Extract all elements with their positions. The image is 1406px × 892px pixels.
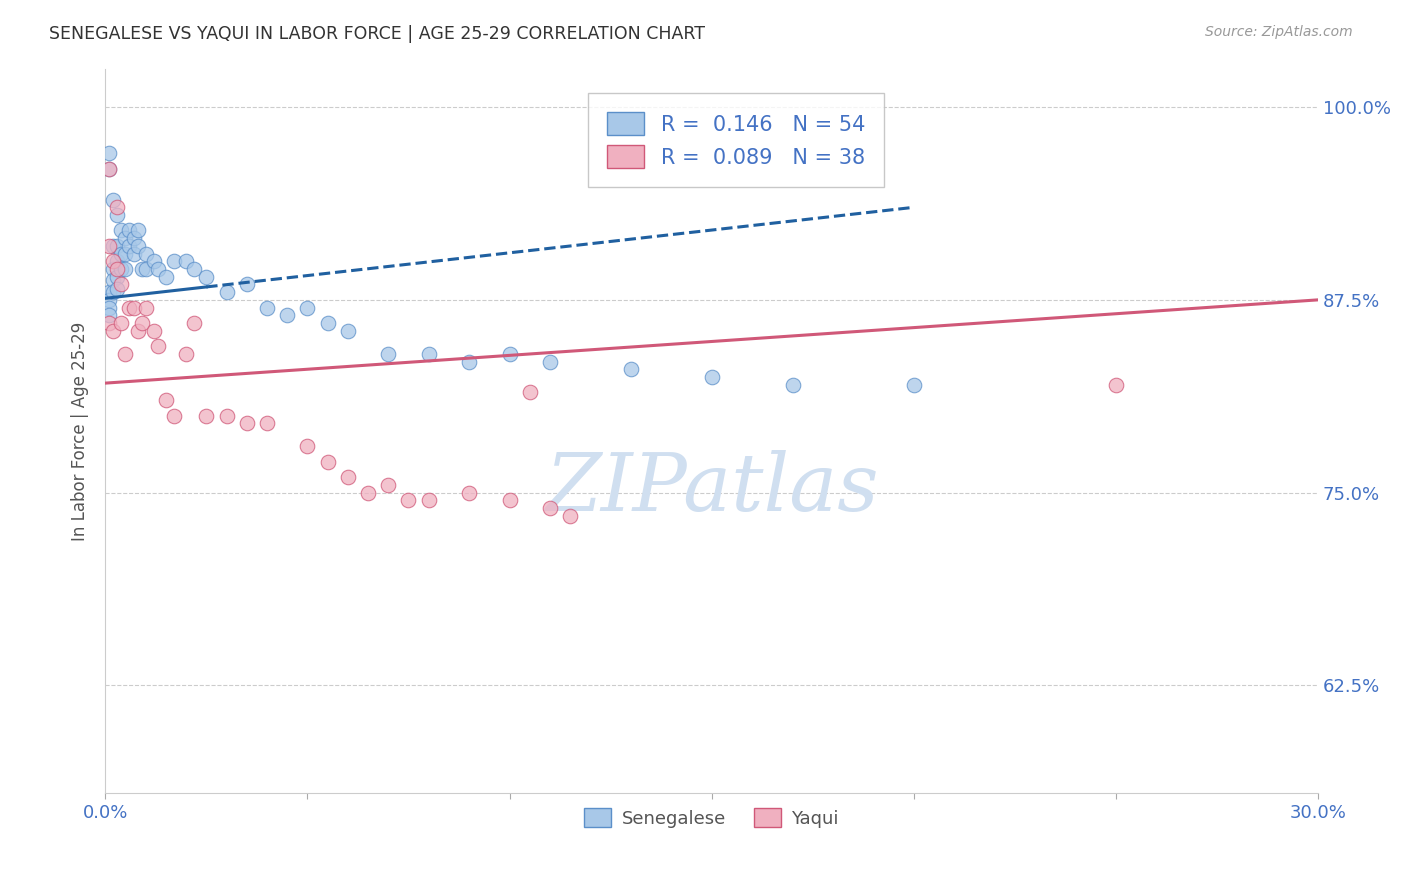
Point	[146, 339, 169, 353]
Point	[118, 239, 141, 253]
Point	[142, 324, 165, 338]
Point	[538, 501, 561, 516]
Point	[103, 273, 125, 287]
Point	[1105, 377, 1128, 392]
Point	[560, 508, 582, 523]
Point	[183, 262, 205, 277]
Point	[498, 493, 520, 508]
Point	[174, 254, 197, 268]
Point	[336, 470, 359, 484]
Legend: Senegalese, Yaqui: Senegalese, Yaqui	[576, 801, 846, 835]
Point	[336, 324, 359, 338]
Point	[142, 254, 165, 268]
Point	[498, 347, 520, 361]
Point	[256, 301, 278, 315]
Point	[297, 301, 319, 315]
Point	[103, 193, 125, 207]
Point	[105, 208, 128, 222]
Point	[146, 262, 169, 277]
Point	[398, 493, 420, 508]
Point	[131, 262, 153, 277]
Point	[316, 455, 339, 469]
Point	[155, 269, 177, 284]
Point	[174, 347, 197, 361]
Y-axis label: In Labor Force | Age 25-29: In Labor Force | Age 25-29	[72, 321, 89, 541]
Point	[235, 416, 257, 430]
Point	[110, 246, 132, 260]
Point	[105, 200, 128, 214]
Point	[98, 308, 121, 322]
Point	[127, 324, 149, 338]
Point	[98, 316, 121, 330]
Point	[103, 324, 125, 338]
Point	[903, 377, 925, 392]
Point	[163, 409, 186, 423]
Point	[215, 409, 238, 423]
Point	[458, 485, 481, 500]
Point	[127, 239, 149, 253]
Point	[103, 285, 125, 300]
Point	[98, 146, 121, 161]
Point	[163, 254, 186, 268]
Point	[122, 301, 145, 315]
Point	[103, 254, 125, 268]
Point	[114, 347, 136, 361]
Point	[620, 362, 643, 376]
Point	[105, 239, 128, 253]
Point	[418, 493, 440, 508]
Point	[377, 347, 399, 361]
Point	[98, 293, 121, 307]
Point	[105, 254, 128, 268]
Text: ZIPatlas: ZIPatlas	[546, 450, 879, 528]
Point	[110, 316, 132, 330]
Point	[114, 231, 136, 245]
Point	[377, 478, 399, 492]
Point	[114, 246, 136, 260]
Point	[135, 246, 157, 260]
Point	[98, 161, 121, 176]
Point	[131, 316, 153, 330]
Point	[103, 239, 125, 253]
Point	[215, 285, 238, 300]
Point	[98, 301, 121, 315]
Point	[418, 347, 440, 361]
Point	[105, 269, 128, 284]
Point	[155, 393, 177, 408]
Point	[458, 354, 481, 368]
Point	[256, 416, 278, 430]
Point	[276, 308, 298, 322]
Point	[700, 370, 723, 384]
Point	[122, 246, 145, 260]
Point	[105, 262, 128, 277]
Point	[519, 385, 541, 400]
Point	[135, 301, 157, 315]
Point	[195, 409, 218, 423]
Point	[98, 239, 121, 253]
Point	[782, 377, 804, 392]
Point	[538, 354, 561, 368]
Point	[98, 285, 121, 300]
Point	[127, 223, 149, 237]
Point	[114, 262, 136, 277]
Point	[110, 223, 132, 237]
Point	[297, 439, 319, 453]
Point	[118, 223, 141, 237]
Point	[110, 277, 132, 292]
Point	[105, 282, 128, 296]
Point	[183, 316, 205, 330]
Text: Source: ZipAtlas.com: Source: ZipAtlas.com	[1205, 25, 1353, 39]
Point	[122, 231, 145, 245]
Point	[98, 161, 121, 176]
Point	[357, 485, 380, 500]
Point	[110, 262, 132, 277]
Text: SENEGALESE VS YAQUI IN LABOR FORCE | AGE 25-29 CORRELATION CHART: SENEGALESE VS YAQUI IN LABOR FORCE | AGE…	[49, 25, 706, 43]
Point	[316, 316, 339, 330]
Point	[135, 262, 157, 277]
Point	[195, 269, 218, 284]
Point	[118, 301, 141, 315]
Point	[103, 262, 125, 277]
Point	[235, 277, 257, 292]
